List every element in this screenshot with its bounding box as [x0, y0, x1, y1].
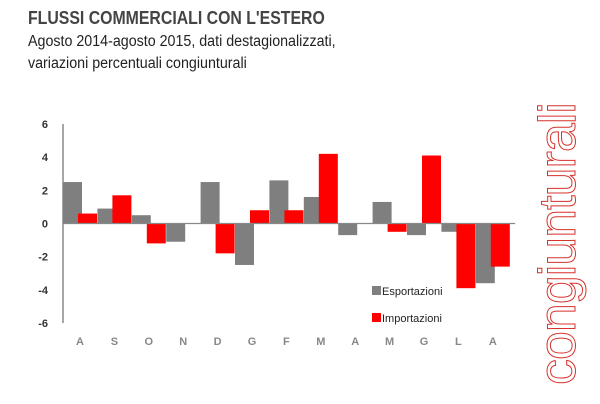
bar-importazioni [284, 210, 304, 224]
y-tick-label: 2 [42, 185, 48, 197]
x-tick-label: G [248, 336, 257, 348]
bar-esportazioni [131, 215, 151, 224]
y-tick-label: 0 [42, 219, 48, 231]
bar-importazioni [422, 155, 441, 224]
chart-subtitle-line2: variazioni percentuali congiunturali [28, 55, 247, 72]
bar-importazioni [318, 153, 338, 224]
y-tick-label: -6 [38, 318, 48, 330]
y-tick-label: -2 [38, 252, 48, 264]
x-tick-label: A [351, 336, 359, 348]
x-tick-label: S [111, 336, 118, 348]
bar-importazioni [78, 213, 97, 224]
legend-label: Esportazioni [382, 286, 443, 298]
x-tick-label: F [283, 336, 290, 348]
bar-esportazioni [97, 208, 117, 224]
chart-subtitle-line1: Agosto 2014-agosto 2015, dati destagiona… [28, 33, 336, 50]
x-tick-label: L [455, 336, 462, 348]
y-tick-label: 4 [42, 152, 49, 164]
bar-esportazioni [235, 223, 254, 265]
x-tick-label: M [316, 336, 325, 348]
x-tick-label: N [179, 336, 187, 348]
bar-importazioni [215, 223, 235, 254]
bar-esportazioni [166, 223, 186, 242]
bar-esportazioni [407, 223, 426, 236]
bar-esportazioni [372, 201, 392, 224]
legend-label: Importazioni [382, 313, 442, 325]
bar-importazioni [112, 195, 132, 224]
x-tick-label: A [489, 336, 497, 348]
y-tick-label: -4 [38, 285, 49, 297]
bar-esportazioni [200, 182, 220, 224]
bar-esportazioni [269, 180, 289, 224]
bar-importazioni [250, 210, 269, 224]
x-tick-label: O [145, 336, 154, 348]
x-tick-label: D [214, 336, 222, 348]
legend-swatch [372, 313, 381, 322]
x-tick-label: A [76, 336, 84, 348]
legend-swatch [372, 286, 381, 295]
bar-esportazioni [338, 223, 358, 236]
x-tick-label: G [420, 336, 429, 348]
bar-esportazioni [63, 182, 82, 224]
chart-title: FLUSSI COMMERCIALI CON L'ESTERO [28, 8, 325, 28]
x-tick-label: M [385, 336, 394, 348]
bar-esportazioni [475, 223, 495, 284]
bar-esportazioni [441, 223, 461, 232]
bar-esportazioni [303, 196, 323, 224]
bar-importazioni [146, 223, 166, 244]
bar-importazioni [456, 223, 476, 289]
bar-importazioni [387, 223, 407, 232]
y-tick-label: 6 [42, 119, 48, 131]
bar-importazioni [490, 223, 510, 267]
